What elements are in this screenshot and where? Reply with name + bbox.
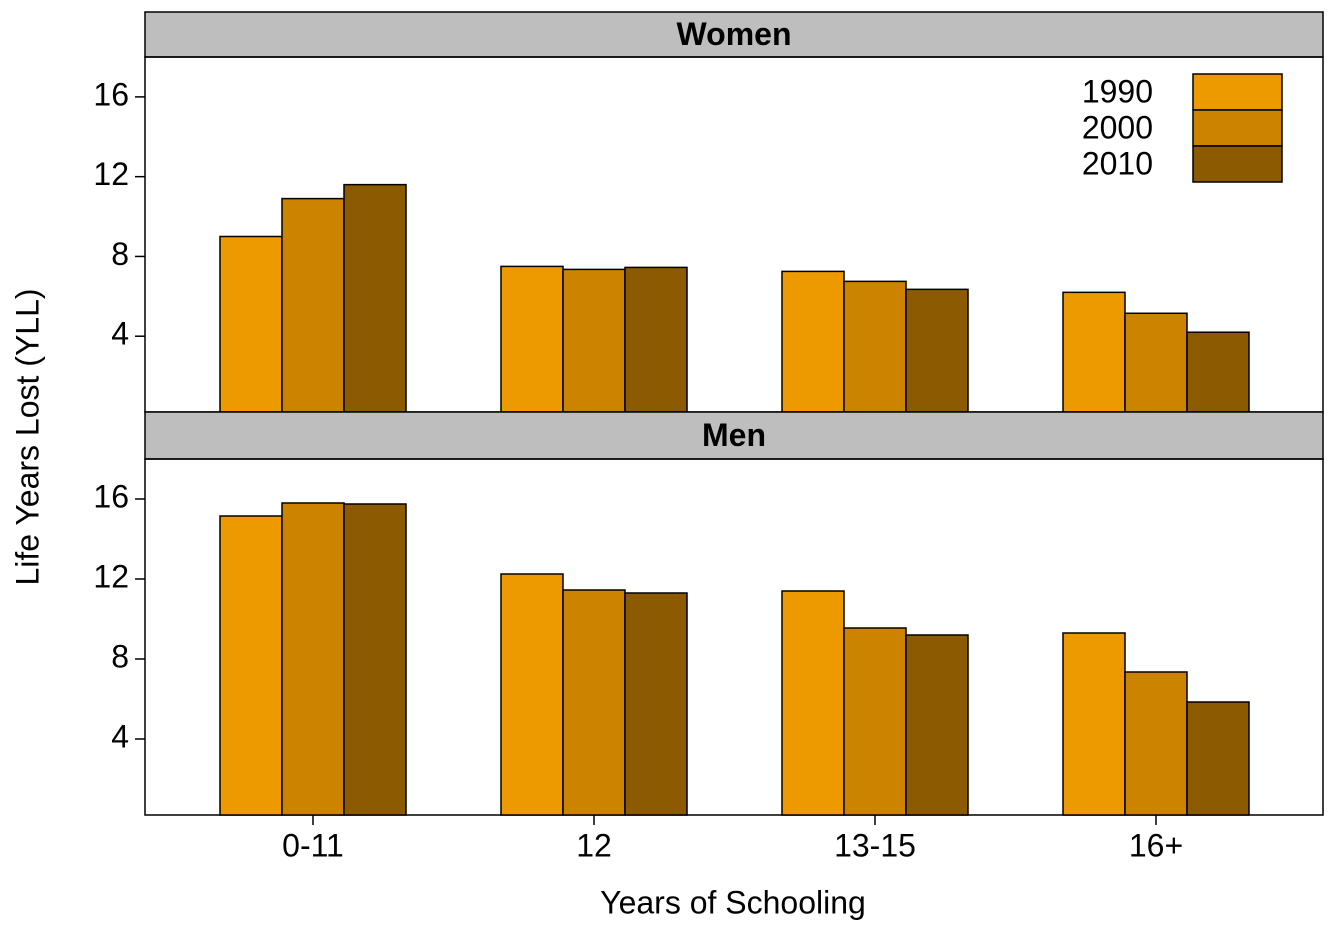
bar — [1186, 701, 1250, 816]
y-tick-label: 8 — [111, 638, 129, 674]
y-tick-label: 12 — [93, 558, 129, 594]
y-tick-label: 4 — [111, 316, 129, 352]
x-tick-label: 12 — [576, 827, 612, 863]
y-axis-label: Life Years Lost (YLL) — [9, 288, 45, 585]
bar — [343, 503, 407, 816]
panel-frame — [144, 458, 1324, 816]
y-tick-label: 12 — [93, 156, 129, 192]
x-tick-label: 13-15 — [834, 827, 916, 863]
x-axis-label: Years of Schooling — [600, 884, 866, 920]
bar — [624, 592, 688, 816]
legend-swatch — [1192, 73, 1283, 111]
bar — [781, 270, 845, 413]
bar — [1062, 291, 1126, 413]
bar — [1124, 671, 1188, 816]
bar — [281, 502, 345, 816]
strip — [144, 11, 1324, 58]
bar — [905, 634, 969, 816]
x-tick-label: 16+ — [1129, 827, 1183, 863]
legend-label: 2000 — [1082, 109, 1153, 145]
bar — [281, 197, 345, 413]
bar — [562, 589, 626, 816]
bar — [500, 265, 564, 413]
bar — [624, 266, 688, 413]
legend-swatch — [1192, 145, 1283, 183]
bar — [1124, 312, 1188, 413]
panel-title: Men — [702, 417, 766, 453]
bar — [500, 573, 564, 816]
panel-title: Women — [677, 16, 792, 52]
bar — [905, 288, 969, 413]
bar — [1062, 632, 1126, 816]
bar — [219, 515, 283, 816]
y-tick-label: 16 — [93, 76, 129, 112]
legend-label: 1990 — [1082, 73, 1153, 109]
y-tick-label: 16 — [93, 478, 129, 514]
legend-label: 2010 — [1082, 145, 1153, 181]
y-tick-label: 8 — [111, 236, 129, 272]
legend-swatch — [1192, 109, 1283, 147]
bar — [562, 268, 626, 413]
bar — [843, 627, 907, 816]
y-tick-label: 4 — [111, 718, 129, 754]
bar — [1186, 331, 1250, 413]
bar — [343, 183, 407, 413]
bar — [781, 590, 845, 816]
bar — [843, 280, 907, 413]
x-tick-label: 0-11 — [282, 827, 344, 863]
bar — [219, 235, 283, 413]
